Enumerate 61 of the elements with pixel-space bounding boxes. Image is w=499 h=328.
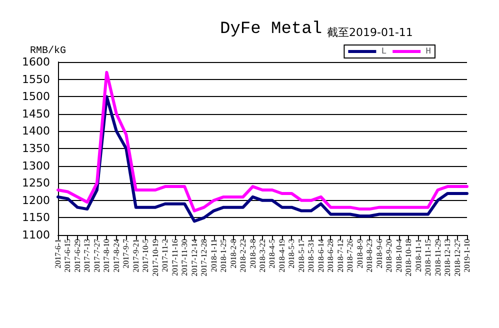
y-tick-label: 1550 xyxy=(22,72,50,86)
x-tick-label: 2017-8-24 xyxy=(112,239,121,272)
x-tick-label: 2018-11-29 xyxy=(433,239,442,276)
y-tick-label: 1500 xyxy=(22,90,50,104)
x-tick-label: 2017-7-27 xyxy=(92,239,102,272)
x-tick-label: 2018-2-22 xyxy=(238,239,248,272)
chart-subtitle: 截至2019-01-11 xyxy=(327,26,413,39)
line-series xyxy=(56,70,468,212)
x-tick-label: 2018-4-19 xyxy=(277,239,286,272)
y-tick-label: 1300 xyxy=(22,159,50,172)
x-tick-label: 2017-12-14 xyxy=(190,239,199,276)
x-tick-label: 2018-5-31 xyxy=(306,239,316,272)
x-tick-label: 2019-1-10 xyxy=(462,239,472,272)
x-tick-label: 2017-9-21 xyxy=(131,239,140,272)
x-tick-label: 2017-11-30 xyxy=(180,239,190,276)
y-axis-title: RMB/kG xyxy=(30,45,66,58)
x-tick-label: 2017-12-28 xyxy=(200,239,209,276)
legend-label: H xyxy=(426,46,432,56)
y-tick-label: 1450 xyxy=(22,107,50,120)
y-tick-label: 1600 xyxy=(22,56,50,68)
x-tick-label: 2017-11-16 xyxy=(170,239,180,276)
x-tick-label: 2018-11-1 xyxy=(414,239,423,272)
x-tick-label: 2017-7-13 xyxy=(82,239,92,272)
x-tick-label: 2017-10-19 xyxy=(150,239,160,276)
x-tick-label: 2018-12-27 xyxy=(452,239,462,276)
x-tick-label: 2018-3-22 xyxy=(258,239,267,272)
y-tick-label: 1400 xyxy=(22,124,50,138)
x-tick-label: 2018-9-20 xyxy=(384,239,394,272)
y-tick-label: 1150 xyxy=(22,211,50,224)
x-tick-label: 2018-7-26 xyxy=(346,239,355,272)
x-tick-label: 2018-8-9 xyxy=(355,239,364,268)
chart-title: DyFe Metal xyxy=(220,20,322,39)
y-tick-label: 1100 xyxy=(22,228,50,242)
x-tick-label: 2017-8-10 xyxy=(102,239,112,272)
x-tick-label: 2018-2-8 xyxy=(228,239,238,268)
x-tick-label: 2017-11-2 xyxy=(160,239,170,272)
legend-label: L xyxy=(381,46,387,56)
x-tick-label: 2017-6-15 xyxy=(63,239,72,272)
y-tick-label: 1200 xyxy=(22,194,50,207)
x-tick-label: 2018-10-18 xyxy=(404,239,414,276)
x-tick-label: 2018-10-4 xyxy=(394,239,404,272)
x-tick-label: 2018-7-12 xyxy=(336,239,345,272)
y-tick-label: 1350 xyxy=(22,142,50,155)
x-tick-label: 2018-9-6 xyxy=(374,239,384,268)
x-tick-label: 2018-12-13 xyxy=(443,239,452,276)
x-tick-label: 2018-1-11 xyxy=(209,239,218,272)
x-tick-label: 2018-8-23 xyxy=(365,239,374,272)
x-tick-label: 2017-9-7 xyxy=(122,239,131,268)
x-tick-label: 2018-5-3 xyxy=(287,239,296,268)
line-series xyxy=(56,95,468,223)
x-tick-label: 2018-4-5 xyxy=(268,239,277,268)
x-tick-label: 2018-6-28 xyxy=(326,239,336,272)
x-tick-label: 2018-11-15 xyxy=(424,239,433,276)
x-tick-label: 2018-1-25 xyxy=(219,239,228,272)
x-tick-label: 2018-6-14 xyxy=(316,239,326,272)
x-tick-label: 2018-3-8 xyxy=(248,239,258,268)
y-tick-label: 1250 xyxy=(22,176,50,190)
x-tick-label: 2017-10-5 xyxy=(141,239,150,272)
x-tick-label: 2018-5-17 xyxy=(296,239,306,272)
x-tick-label: 2017-6-1 xyxy=(54,239,62,268)
x-tick-label: 2017-6-29 xyxy=(72,239,82,272)
